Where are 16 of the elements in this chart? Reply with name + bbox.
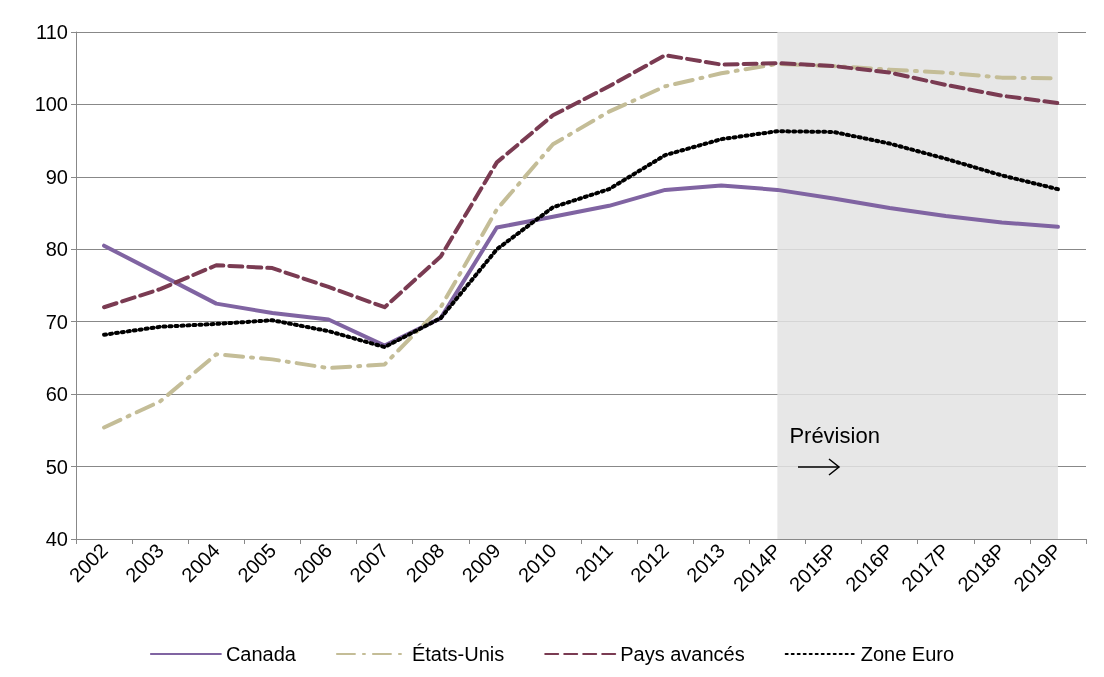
y-tick-label: 70 bbox=[45, 310, 68, 333]
legend-label: Pays avancés bbox=[620, 643, 745, 665]
legend-label: États-Unis bbox=[411, 643, 505, 665]
y-tick-label: 60 bbox=[45, 383, 68, 406]
line-series bbox=[102, 183, 1060, 348]
line-series bbox=[102, 53, 1060, 310]
legend-label: Canada bbox=[225, 643, 297, 665]
band-label: Prévision bbox=[789, 422, 880, 448]
y-tick-label: 100 bbox=[34, 93, 68, 116]
line-series bbox=[102, 129, 1060, 350]
y-tick-label: 40 bbox=[45, 528, 68, 550]
y-tick-label: 90 bbox=[45, 165, 68, 188]
y-tick-label: 110 bbox=[36, 21, 68, 43]
legend-label: Zone Euro bbox=[860, 643, 955, 665]
y-tick-label: 50 bbox=[45, 455, 68, 478]
y-tick-label: 80 bbox=[45, 238, 68, 261]
